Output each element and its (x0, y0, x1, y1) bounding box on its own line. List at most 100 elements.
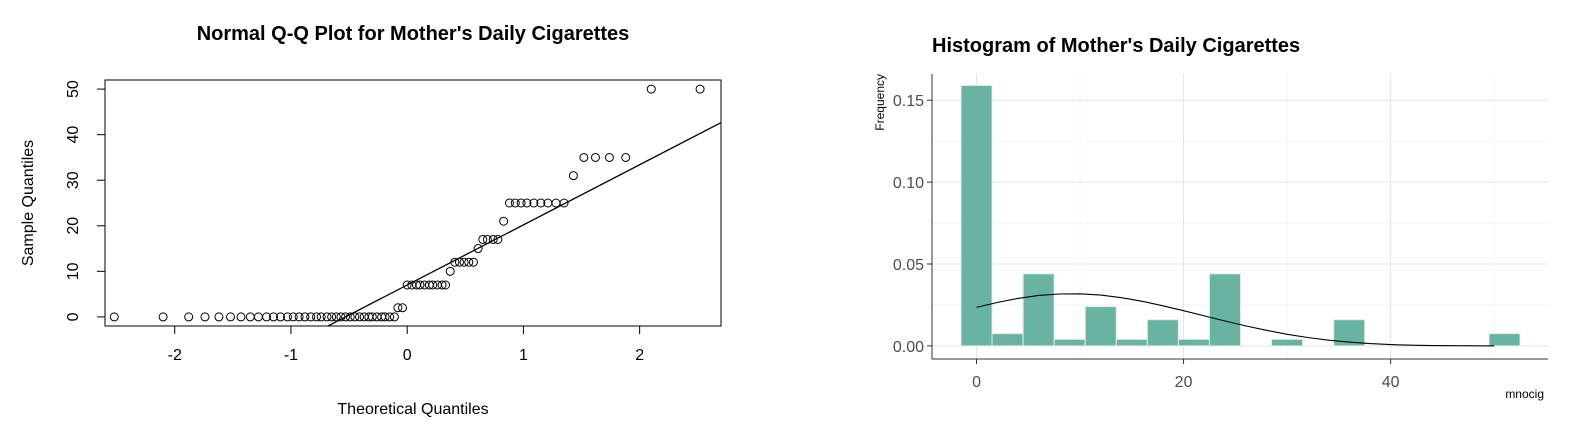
qq-y-tick-label: 40 (65, 126, 82, 144)
qq-point (350, 312, 360, 322)
histogram-bar (1488, 333, 1521, 347)
qq-point (450, 257, 460, 267)
qq-point (473, 244, 483, 254)
qq-point (312, 312, 322, 322)
histogram-x-axis: 0 20 40 (972, 359, 1400, 391)
qq-point (372, 312, 382, 322)
qq-y-tick-label: 30 (65, 171, 82, 189)
histogram-bar (1115, 338, 1148, 347)
qq-y-tick-label: 10 (65, 262, 82, 280)
qq-point (402, 280, 412, 290)
qq-point (415, 280, 425, 290)
qq-point (536, 198, 546, 208)
qq-y-tick-label: 50 (65, 80, 82, 98)
histogram-bar (1146, 319, 1179, 347)
qq-y-axis: 0 10 20 30 40 50 (65, 80, 106, 321)
histogram-density-curve (976, 293, 1495, 347)
histogram-bar (1177, 338, 1210, 347)
qq-point (420, 280, 430, 290)
histogram-y-tick-label: 0.00 (893, 339, 924, 356)
qq-point (336, 312, 346, 322)
qq-point (393, 303, 403, 313)
qq-point (236, 312, 246, 322)
qq-point (288, 312, 298, 322)
histogram-x-tick-label: 20 (1175, 374, 1193, 391)
histogram-bar (1084, 306, 1117, 347)
qq-point (253, 312, 263, 322)
qq-point (468, 257, 478, 267)
qq-x-tick-label: -2 (168, 347, 182, 364)
histogram-y-tick-label: 0.10 (893, 175, 924, 192)
qq-point (294, 312, 304, 322)
histogram-x-tick-label: 40 (1382, 374, 1400, 391)
qq-point (445, 266, 455, 276)
histogram-y-axis: 0.00 0.05 0.10 0.15 (893, 93, 932, 356)
qq-point (510, 198, 520, 208)
qq-point (646, 84, 656, 94)
histogram-title: Histogram of Mother's Daily Cigarettes (932, 35, 1300, 57)
qq-point (341, 312, 351, 322)
qq-point (459, 257, 469, 267)
histogram-y-axis-label: Frequency (873, 74, 887, 131)
qq-point (109, 312, 119, 322)
qq-plot-title: Normal Q-Q Plot for Mother's Daily Cigar… (197, 23, 630, 45)
qq-x-tick-label: -1 (284, 347, 298, 364)
qq-point (355, 312, 365, 322)
qq-point (158, 312, 168, 322)
qq-point (516, 198, 526, 208)
qq-x-tick-label: 2 (635, 347, 644, 364)
qq-point (568, 171, 578, 181)
qq-point (331, 312, 341, 322)
qq-point (389, 312, 399, 322)
qq-point (345, 312, 355, 322)
qq-point (504, 198, 514, 208)
qq-point (214, 312, 224, 322)
qq-point (184, 312, 194, 322)
qq-point (200, 312, 210, 322)
qq-point (282, 312, 292, 322)
qq-point (380, 312, 390, 322)
qq-point (300, 312, 310, 322)
qq-point (559, 198, 569, 208)
qq-plot-area (109, 84, 721, 326)
qq-point (551, 198, 561, 208)
qq-point (621, 152, 631, 162)
qq-points-layer (109, 84, 705, 322)
histogram-y-tick-label: 0.05 (893, 257, 924, 274)
qq-point (385, 312, 395, 322)
qq-point (488, 234, 498, 244)
qq-point (316, 312, 326, 322)
qq-point (262, 312, 272, 322)
qq-y-tick-label: 0 (65, 312, 82, 321)
qq-point (432, 280, 442, 290)
qq-reference-line-layer (326, 122, 721, 326)
qq-point (464, 257, 474, 267)
qq-x-tick-label: 1 (519, 347, 528, 364)
qq-point (590, 152, 600, 162)
qq-point (493, 234, 503, 244)
histogram-bar (1022, 273, 1055, 347)
qq-plot: Normal Q-Q Plot for Mother's Daily Cigar… (20, 23, 722, 418)
histogram-bar (1271, 338, 1304, 347)
histogram-y-tick-label: 0.15 (893, 93, 924, 110)
qq-point (482, 234, 492, 244)
qq-x-tick-label: 0 (403, 347, 412, 364)
qq-point (529, 198, 539, 208)
qq-point (269, 312, 279, 322)
qq-point (579, 152, 589, 162)
qq-point (398, 303, 408, 313)
histogram-x-tick-label: 0 (972, 374, 981, 391)
qq-x-axis: -2 -1 0 1 2 (168, 325, 644, 364)
histogram-density-layer (976, 293, 1495, 347)
qq-x-axis-label: Theoretical Quantiles (337, 401, 488, 418)
qq-point (367, 312, 377, 322)
qq-y-tick-label: 20 (65, 217, 82, 235)
qq-point (695, 84, 705, 94)
qq-point (441, 280, 451, 290)
qq-point (428, 280, 438, 290)
qq-point (604, 152, 614, 162)
histogram: Histogram of Mother's Daily Cigarettes 0… (873, 35, 1548, 401)
qq-reference-line (326, 122, 721, 326)
histogram-x-axis-label: mnocig (1505, 387, 1544, 401)
